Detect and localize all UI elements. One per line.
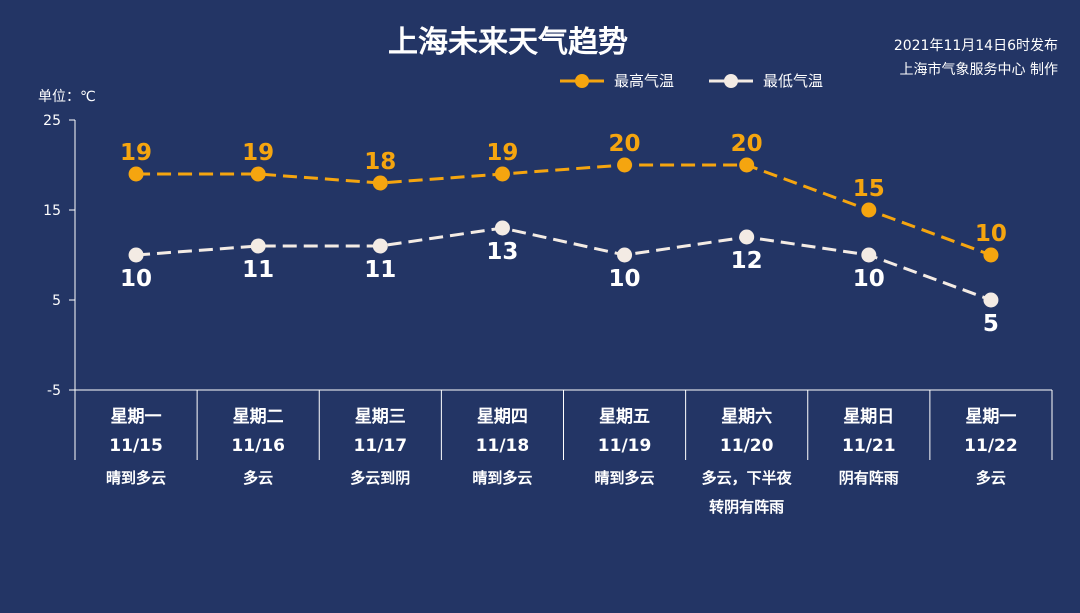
data-point-low [983, 292, 999, 308]
series-line-high [136, 163, 992, 257]
publisher: 上海市气象服务中心 制作 [900, 61, 1058, 78]
data-point-low [494, 220, 510, 236]
data-point-high [128, 166, 144, 182]
data-label-low: 10 [120, 266, 152, 292]
data-point-low [128, 247, 144, 263]
category-day-label: 星期五 [599, 407, 650, 427]
category-weather-label: 多云到阴 [350, 469, 410, 487]
data-label-high: 15 [853, 176, 885, 202]
category-labels: 星期一 11/15 晴到多云 星期二 11/16 多云 星期三 11/17 多云到阴 星期四 11/… [106, 406, 1018, 516]
data-label-low: 10 [853, 266, 885, 292]
data-point-high [739, 157, 755, 173]
axes: 25 15 5 -5 [43, 113, 1053, 460]
category-date-label: 11/19 [598, 436, 652, 456]
category-date-label: 11/15 [109, 436, 163, 456]
category-date-label: 11/16 [231, 436, 285, 456]
data-point-high [250, 166, 266, 182]
category-date-label: 11/17 [354, 436, 408, 456]
category-day-label: 星期日 [843, 407, 894, 427]
data-label-low: 11 [364, 257, 396, 283]
legend-label-low: 最低气温 [763, 72, 823, 90]
category-day-label: 星期二 [233, 407, 284, 427]
category-date-label: 11/21 [842, 436, 896, 456]
data-label-low: 10 [609, 266, 641, 292]
legend-marker-high [575, 74, 589, 88]
publish-time: 2021年11月14日6时发布 [894, 38, 1058, 54]
chart-title: 上海未来天气趋势 [388, 25, 628, 60]
category-weather-label: 多云 [243, 469, 273, 487]
data-point-low [250, 238, 266, 254]
series-line-low [135, 226, 992, 302]
category-day-label: 星期四 [477, 407, 528, 427]
data-label-high: 20 [731, 131, 763, 157]
category-date-label: 11/18 [476, 436, 530, 456]
data-point-low [861, 247, 877, 263]
category-weather-label: 多云 [976, 469, 1006, 487]
category-weather-label: 晴到多云 [472, 469, 532, 487]
category-date-label: 11/22 [964, 436, 1018, 456]
data-label-high: 19 [486, 140, 518, 166]
category-weather-label: 多云，下半夜 [702, 469, 793, 487]
data-point-low [739, 229, 755, 245]
legend-label-high: 最高气温 [614, 72, 674, 90]
y-tick-label: 25 [43, 113, 61, 129]
y-tick-label: 5 [52, 293, 61, 309]
data-label-high: 19 [120, 140, 152, 166]
y-tick-label: -5 [47, 383, 61, 399]
data-point-high [983, 247, 999, 263]
legend-item-low[interactable]: 最低气温 [709, 72, 823, 90]
data-point-high [861, 202, 877, 218]
data-point-high [617, 157, 633, 173]
data-label-high: 10 [975, 221, 1007, 247]
category-weather-label: 晴到多云 [106, 469, 166, 487]
y-tick-label: 15 [43, 203, 61, 219]
category-day-label: 星期三 [355, 407, 406, 427]
category-day-label: 星期一 [111, 407, 162, 427]
data-label-low: 13 [486, 239, 518, 265]
category-day-label: 星期六 [721, 406, 772, 427]
series-layer: 19 19 18 19 20 20 15 10 10 11 11 13 10 12 10 5 [120, 131, 1007, 337]
data-point-low [372, 238, 388, 254]
category-weather-label: 阴有阵雨 [839, 469, 899, 487]
data-point-low [617, 247, 633, 263]
data-label-low: 11 [242, 257, 274, 283]
category-day-label: 星期一 [965, 407, 1016, 427]
data-label-low: 12 [731, 248, 763, 274]
category-date-label: 11/20 [720, 436, 774, 456]
data-point-high [372, 175, 388, 191]
legend: 最高气温 最低气温 [560, 72, 823, 90]
data-label-low: 5 [983, 311, 999, 337]
data-point-high [494, 166, 510, 182]
legend-item-high[interactable]: 最高气温 [560, 72, 674, 90]
data-label-high: 20 [609, 131, 641, 157]
legend-marker-low [724, 74, 738, 88]
data-label-high: 18 [364, 149, 396, 175]
category-weather-label: 晴到多云 [595, 469, 655, 487]
category-weather-label: 转阴有阵雨 [709, 498, 784, 516]
data-label-high: 19 [242, 140, 274, 166]
y-axis-unit-label: 单位：℃ [38, 89, 96, 105]
